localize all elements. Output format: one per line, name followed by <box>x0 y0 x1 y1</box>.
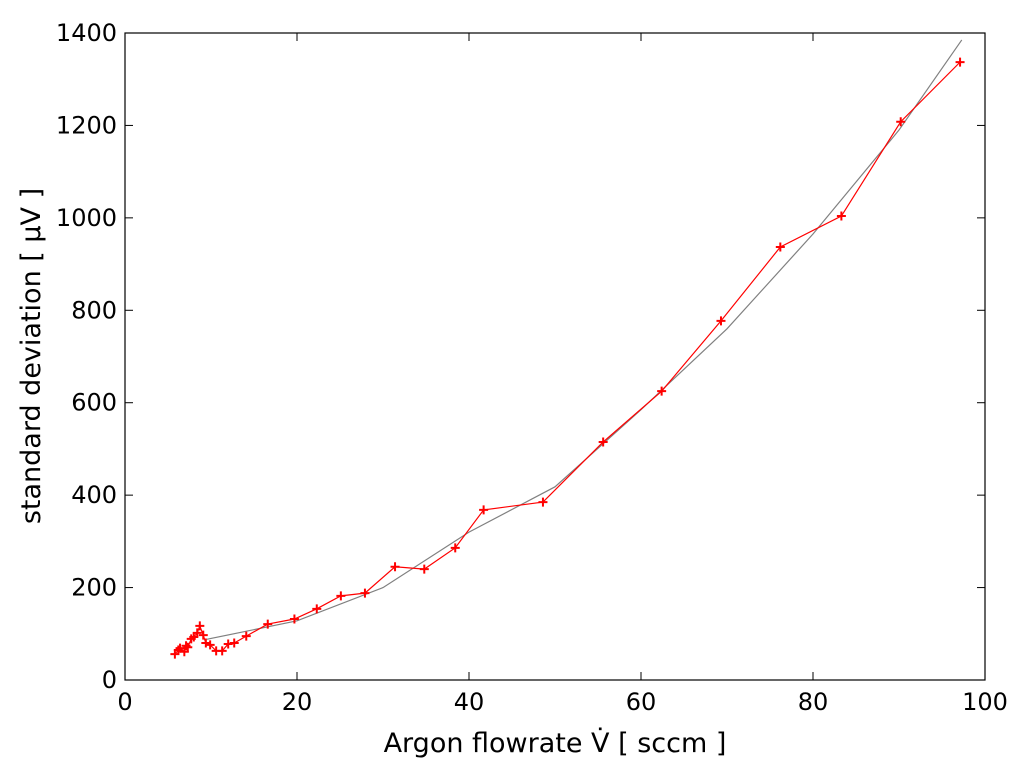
data-point <box>205 640 215 650</box>
plot-frame <box>124 32 986 681</box>
x-axis-label: Argon flowrate V̇ [ sccm ] <box>384 727 727 759</box>
series-line <box>174 61 961 655</box>
data-point <box>419 564 429 574</box>
data-point <box>312 604 322 614</box>
data-point <box>360 588 370 598</box>
data-point <box>336 591 346 601</box>
data-point <box>598 437 608 447</box>
y-tick-label: 1000 <box>56 204 117 232</box>
data-point <box>538 497 548 507</box>
data-point <box>716 316 726 326</box>
data-point <box>217 646 227 656</box>
data-point <box>836 211 846 221</box>
data-point <box>657 386 667 396</box>
data-point <box>229 638 239 648</box>
data-point <box>195 621 205 631</box>
y-tick-label: 800 <box>71 296 117 324</box>
y-tick-label: 0 <box>102 666 117 694</box>
data-point <box>289 614 299 624</box>
y-axis-label: standard deviation [ μV ] <box>16 188 47 524</box>
data-point <box>179 647 189 657</box>
data-point <box>479 505 489 515</box>
data-point <box>263 619 273 629</box>
data-point <box>390 562 400 572</box>
data-point <box>450 543 460 553</box>
data-point <box>896 117 906 127</box>
series-line <box>206 39 963 640</box>
y-tick-label: 1400 <box>56 19 117 47</box>
data-point <box>181 641 191 651</box>
y-tick-label: 200 <box>71 574 117 602</box>
y-tick-label: 1200 <box>56 111 117 139</box>
data-point <box>955 57 965 67</box>
x-tick-label: 20 <box>282 688 313 716</box>
y-tick-label: 400 <box>71 481 117 509</box>
x-tick-label: 0 <box>117 688 132 716</box>
y-tick-label: 600 <box>71 389 117 417</box>
x-tick-label: 100 <box>962 688 1008 716</box>
data-point <box>192 628 202 638</box>
data-point <box>173 645 183 655</box>
data-point <box>201 638 211 648</box>
data-point <box>183 642 193 652</box>
data-point <box>241 631 251 641</box>
data-point <box>198 630 208 640</box>
x-tick-label: 60 <box>626 688 657 716</box>
x-tick-label: 80 <box>798 688 829 716</box>
data-point <box>775 242 785 252</box>
x-tick-label: 40 <box>454 688 485 716</box>
